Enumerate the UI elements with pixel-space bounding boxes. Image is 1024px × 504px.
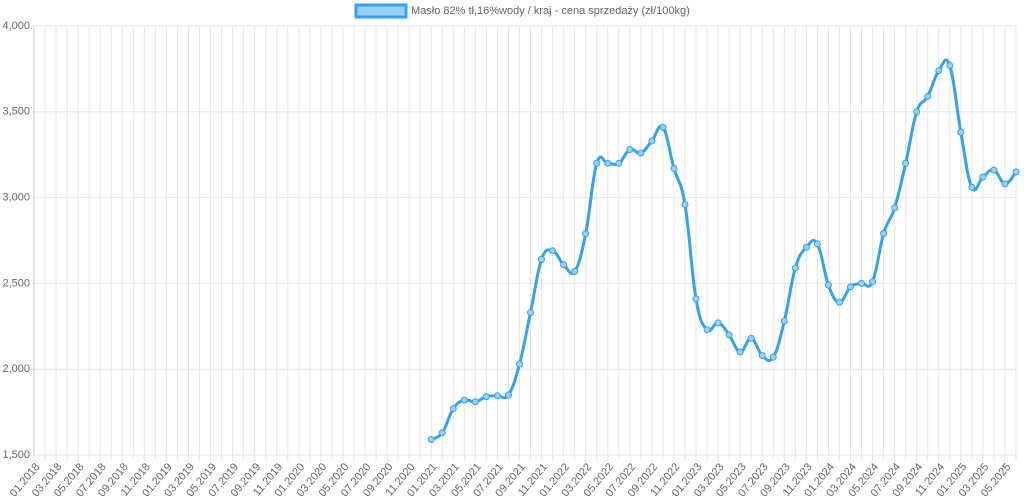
data-point	[802, 243, 810, 251]
data-line	[430, 58, 1018, 441]
data-point	[549, 247, 557, 255]
data-point	[703, 326, 711, 334]
legend-label: Masło 82% tł,16%wody / kraj - cena sprze…	[411, 5, 690, 17]
y-tick-label: 4,000	[2, 20, 30, 32]
data-point	[891, 204, 899, 212]
data-point	[504, 391, 512, 399]
data-point	[957, 128, 965, 136]
data-point	[593, 159, 601, 167]
data-point	[527, 309, 535, 317]
data-point	[692, 295, 700, 303]
data-point	[747, 334, 755, 342]
data-point	[979, 173, 987, 181]
data-point	[626, 146, 634, 154]
data-point	[946, 61, 954, 69]
data-point	[935, 67, 943, 75]
data-point	[538, 255, 546, 263]
data-point	[582, 230, 590, 238]
data-point	[438, 429, 446, 437]
data-point	[571, 267, 579, 275]
data-point	[769, 353, 777, 361]
data-point	[869, 278, 877, 286]
data-point	[449, 405, 457, 413]
data-point	[493, 392, 501, 400]
data-point	[725, 331, 733, 339]
data-point	[560, 261, 568, 269]
data-point	[924, 92, 932, 100]
data-point	[1012, 168, 1020, 176]
data-point	[813, 240, 821, 248]
data-point	[880, 230, 888, 238]
data-point	[427, 436, 435, 444]
data-point	[791, 264, 799, 272]
data-point	[604, 159, 612, 167]
data-point	[515, 360, 523, 368]
data-point	[824, 281, 832, 289]
data-point	[968, 183, 976, 191]
data-point	[758, 351, 766, 359]
y-tick-label: 2,500	[2, 277, 30, 289]
data-point	[990, 166, 998, 174]
data-point	[670, 164, 678, 172]
data-point	[780, 317, 788, 325]
data-point	[648, 137, 656, 145]
data-point	[637, 149, 645, 157]
data-point	[460, 396, 468, 404]
data-point	[471, 398, 479, 406]
y-tick-label: 3,000	[2, 192, 30, 204]
data-point	[1001, 180, 1009, 188]
legend-swatch	[354, 3, 408, 19]
data-point	[913, 108, 921, 116]
data-point	[736, 348, 744, 356]
y-tick-label: 3,500	[2, 106, 30, 118]
data-point	[714, 319, 722, 327]
data-point	[659, 123, 667, 131]
y-tick-label: 1,500	[2, 449, 30, 461]
data-point	[902, 159, 910, 167]
data-point	[482, 393, 490, 401]
data-point	[846, 283, 854, 291]
y-tick-label: 2,000	[2, 363, 30, 375]
data-point	[681, 200, 689, 208]
data-point	[615, 159, 623, 167]
data-point	[858, 279, 866, 287]
data-point	[835, 298, 843, 306]
